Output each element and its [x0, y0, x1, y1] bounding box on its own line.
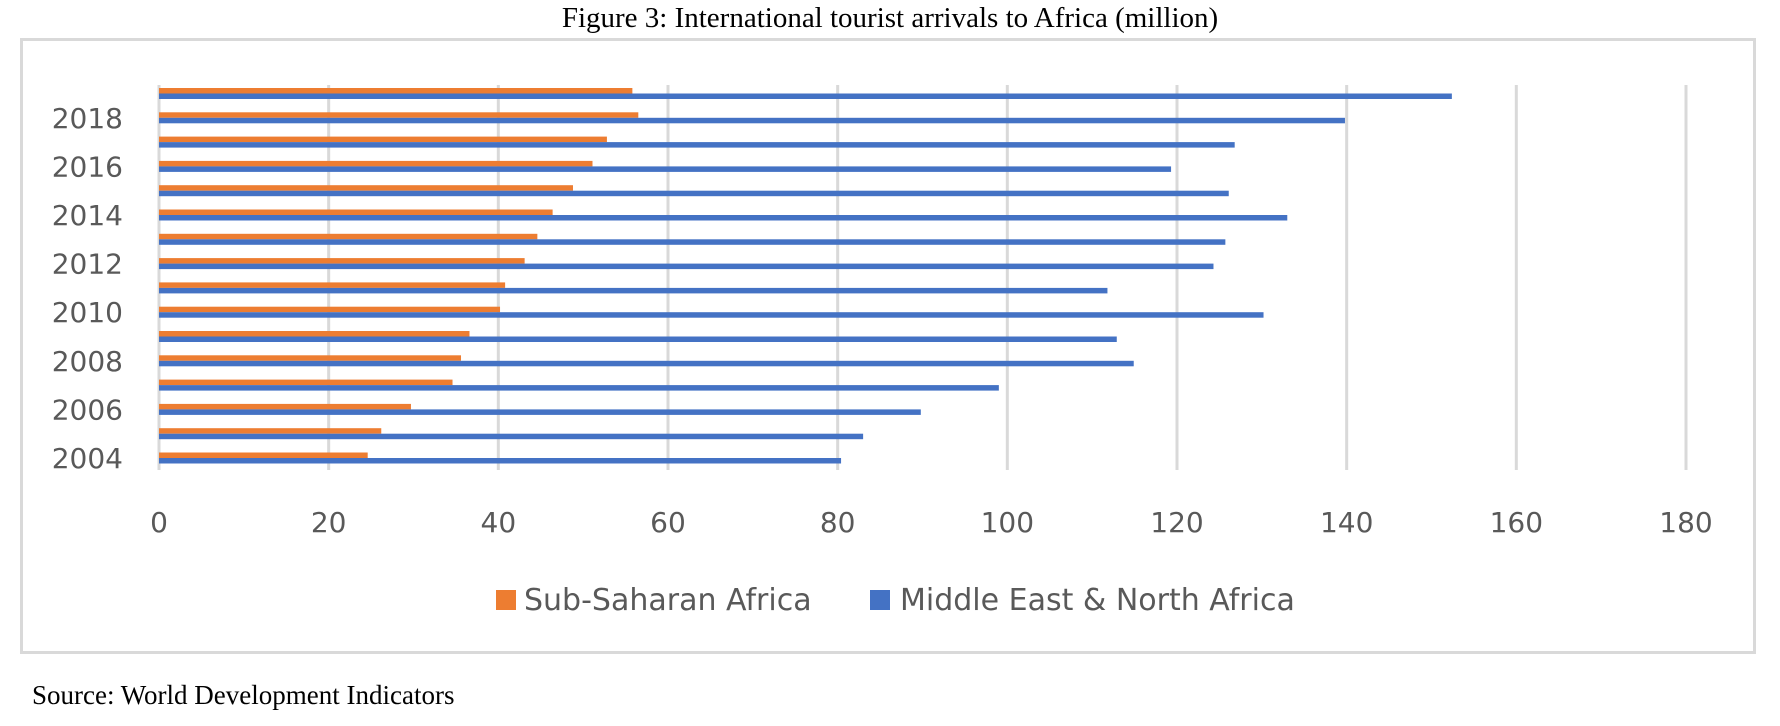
- legend-label: Middle East & North Africa: [900, 583, 1295, 618]
- bar-sub-saharan-2008: [159, 355, 462, 361]
- source-note: Source: World Development Indicators: [32, 680, 455, 710]
- y-tick-label: 2014: [52, 199, 123, 232]
- y-tick-label: 2008: [52, 345, 123, 378]
- x-tick-label: 100: [981, 506, 1034, 539]
- bar-sub-saharan-2011: [159, 282, 506, 288]
- bar-mena-2017: [159, 142, 1235, 148]
- bar-sub-saharan-2006: [159, 403, 411, 410]
- y-tick-label: 2018: [52, 102, 123, 135]
- y-tick-label: 2004: [52, 442, 123, 475]
- legend-swatch: [870, 590, 890, 610]
- bar-sub-saharan-2015: [159, 185, 573, 191]
- bar-sub-saharan-2005: [159, 428, 382, 434]
- bar-sub-saharan-2014: [159, 209, 553, 215]
- bar-sub-saharan-2018: [159, 112, 639, 118]
- bar-sub-saharan-2004: [159, 452, 368, 458]
- x-tick-label: 140: [1320, 506, 1373, 539]
- bar-mena-2005: [159, 433, 864, 440]
- bar-mena-2015: [159, 190, 1229, 197]
- y-tick-label: 2012: [52, 248, 123, 281]
- bar-sub-saharan-2013: [159, 233, 538, 240]
- figure-title: Figure 3: International tourist arrivals…: [561, 2, 1219, 34]
- y-tick-label: 2006: [52, 393, 123, 426]
- bar-mena-2010: [159, 312, 1264, 318]
- bar-sub-saharan-2012: [159, 258, 525, 264]
- gridlines: [157, 85, 1688, 470]
- x-tick-label: 40: [481, 506, 517, 539]
- bar-mena-2006: [159, 409, 921, 415]
- x-tick-label: 160: [1490, 506, 1543, 539]
- bar-mena-2004: [159, 458, 842, 464]
- bar-mena-2014: [159, 215, 1288, 221]
- bar-sub-saharan-2019: [159, 88, 633, 94]
- bar-mena-2016: [159, 166, 1172, 172]
- bar-mena-2019: [159, 93, 1452, 99]
- bar-sub-saharan-2009: [159, 331, 470, 337]
- legend: Sub-Saharan Africa Middle East & North Af…: [496, 583, 1295, 618]
- x-tick-label: 120: [1150, 506, 1203, 539]
- bar-sub-saharan-2007: [159, 379, 453, 386]
- x-axis-labels: 0 20 40 60 80 100 120 140 160 180: [150, 506, 1713, 539]
- bar-mena-2012: [159, 263, 1214, 270]
- x-tick-label: 80: [820, 506, 856, 539]
- legend-label: Sub-Saharan Africa: [524, 583, 812, 618]
- bar-mena-2011: [159, 287, 1108, 294]
- y-tick-label: 2016: [52, 150, 123, 183]
- bar-mena-2008: [159, 360, 1134, 367]
- x-tick-label: 60: [650, 506, 686, 539]
- y-tick-label: 2010: [52, 296, 123, 329]
- bar-sub-saharan-2017: [159, 136, 607, 143]
- legend-swatch: [496, 590, 516, 610]
- y-axis-labels: 2004 2006 2008 2010 2012 2014 2016 2018: [52, 102, 123, 475]
- bars: [159, 88, 1452, 464]
- x-tick-label: 0: [150, 506, 168, 539]
- x-tick-label: 20: [311, 506, 347, 539]
- bar-mena-2013: [159, 239, 1226, 245]
- bar-sub-saharan-2016: [159, 160, 593, 167]
- bar-mena-2009: [159, 336, 1117, 342]
- x-tick-label: 180: [1659, 506, 1712, 539]
- bar-mena-2007: [159, 385, 999, 391]
- bar-sub-saharan-2010: [159, 306, 501, 313]
- bar-mena-2018: [159, 117, 1345, 124]
